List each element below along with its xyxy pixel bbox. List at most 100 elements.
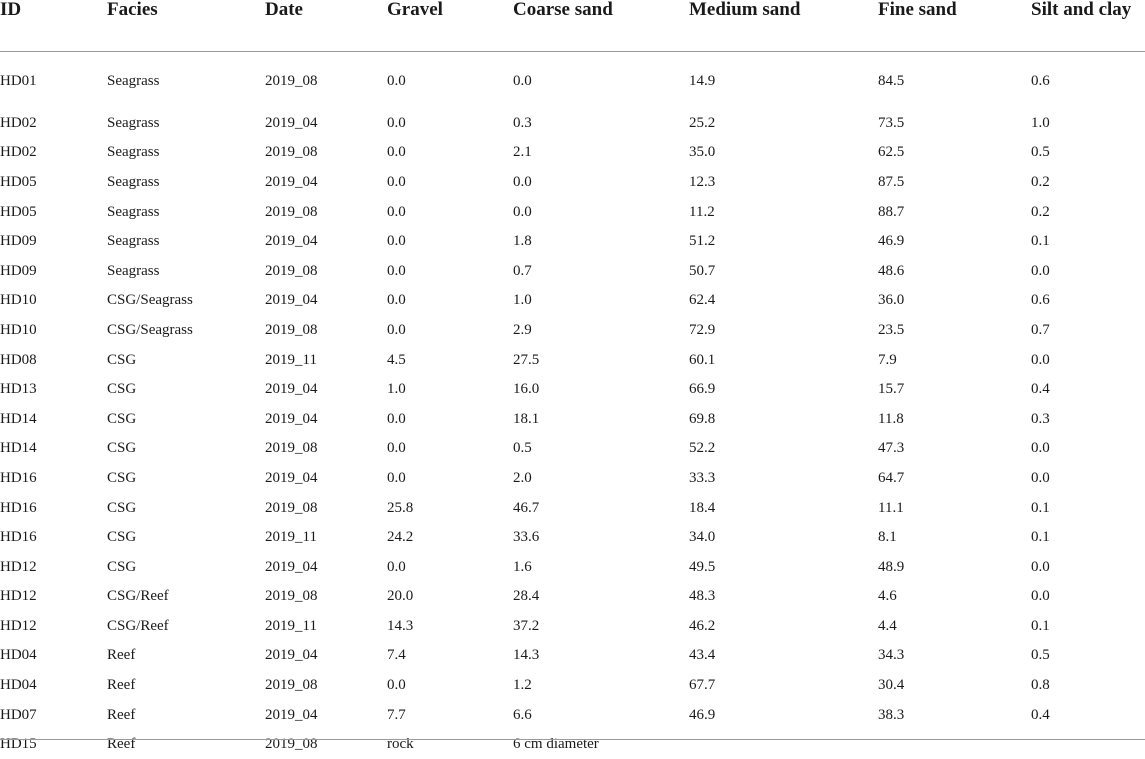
gravel-cell: 0.0 [387, 434, 513, 464]
date-cell: 2019_11 [265, 611, 387, 641]
id-cell: HD15 [0, 729, 107, 759]
gravel-cell: rock [387, 729, 513, 759]
coarse-sand-cell: 0.0 [513, 197, 689, 227]
medium-sand-cell: 12.3 [689, 167, 878, 197]
facies-cell: Reef [107, 700, 265, 730]
gravel-cell: 0.0 [387, 286, 513, 316]
fine-sand-cell: 30.4 [878, 670, 1031, 700]
column-header-medium-sand: Medium sand [689, 0, 878, 52]
gravel-cell: 7.7 [387, 700, 513, 730]
date-cell: 2019_04 [265, 641, 387, 671]
medium-sand-cell: 69.8 [689, 404, 878, 434]
gravel-cell: 0.0 [387, 670, 513, 700]
id-cell: HD12 [0, 611, 107, 641]
gravel-cell: 25.8 [387, 493, 513, 523]
fine-sand-cell: 7.9 [878, 345, 1031, 375]
id-cell: HD13 [0, 374, 107, 404]
facies-cell: CSG [107, 522, 265, 552]
silt-and-clay-cell: 0.7 [1031, 315, 1145, 345]
gravel-cell: 24.2 [387, 522, 513, 552]
facies-cell: Seagrass [107, 138, 265, 168]
date-cell: 2019_04 [265, 226, 387, 256]
facies-cell: Reef [107, 641, 265, 671]
coarse-sand-cell: 6.6 [513, 700, 689, 730]
gravel-cell: 0.0 [387, 404, 513, 434]
facies-cell: CSG [107, 552, 265, 582]
medium-sand-cell: 49.5 [689, 552, 878, 582]
coarse-sand-cell: 0.3 [513, 108, 689, 138]
medium-sand-cell: 18.4 [689, 493, 878, 523]
coarse-sand-cell: 18.1 [513, 404, 689, 434]
date-cell: 2019_08 [265, 493, 387, 523]
date-cell: 2019_08 [265, 434, 387, 464]
column-header-date: Date [265, 0, 387, 52]
facies-cell: CSG [107, 345, 265, 375]
facies-cell: CSG/Seagrass [107, 286, 265, 316]
date-cell: 2019_08 [265, 315, 387, 345]
facies-cell: CSG/Seagrass [107, 315, 265, 345]
silt-and-clay-cell: 0.4 [1031, 700, 1145, 730]
medium-sand-cell: 52.2 [689, 434, 878, 464]
facies-cell: CSG [107, 374, 265, 404]
gravel-cell: 0.0 [387, 463, 513, 493]
gravel-cell: 1.0 [387, 374, 513, 404]
date-cell: 2019_08 [265, 52, 387, 109]
fine-sand-cell: 48.9 [878, 552, 1031, 582]
date-cell: 2019_04 [265, 108, 387, 138]
gravel-cell: 14.3 [387, 611, 513, 641]
date-cell: 2019_04 [265, 286, 387, 316]
table-bottom-rule [0, 739, 1145, 740]
fine-sand-cell: 34.3 [878, 641, 1031, 671]
facies-cell: Seagrass [107, 256, 265, 286]
coarse-sand-cell: 2.0 [513, 463, 689, 493]
facies-cell: CSG [107, 463, 265, 493]
coarse-sand-cell: 1.8 [513, 226, 689, 256]
fine-sand-cell: 15.7 [878, 374, 1031, 404]
fine-sand-cell: 8.1 [878, 522, 1031, 552]
date-cell: 2019_08 [265, 670, 387, 700]
id-cell: HD02 [0, 108, 107, 138]
id-cell: HD04 [0, 641, 107, 671]
medium-sand-cell: 35.0 [689, 138, 878, 168]
fine-sand-cell: 11.8 [878, 404, 1031, 434]
id-cell: HD16 [0, 463, 107, 493]
coarse-sand-cell: 2.1 [513, 138, 689, 168]
coarse-sand-cell: 14.3 [513, 641, 689, 671]
fine-sand-cell: 62.5 [878, 138, 1031, 168]
date-cell: 2019_08 [265, 729, 387, 759]
facies-cell: CSG/Reef [107, 582, 265, 612]
silt-and-clay-cell: 0.1 [1031, 611, 1145, 641]
silt-and-clay-cell: 0.5 [1031, 641, 1145, 671]
id-cell: HD10 [0, 286, 107, 316]
coarse-sand-cell: 2.9 [513, 315, 689, 345]
medium-sand-cell: 11.2 [689, 197, 878, 227]
silt-and-clay-cell: 0.1 [1031, 522, 1145, 552]
medium-sand-cell: 33.3 [689, 463, 878, 493]
coarse-sand-cell: 27.5 [513, 345, 689, 375]
gravel-cell: 0.0 [387, 197, 513, 227]
column-header-silt-and-clay: Silt and clay [1031, 0, 1145, 52]
fine-sand-cell: 11.1 [878, 493, 1031, 523]
facies-cell: CSG [107, 434, 265, 464]
facies-cell: Seagrass [107, 226, 265, 256]
date-cell: 2019_04 [265, 463, 387, 493]
fine-sand-cell: 46.9 [878, 226, 1031, 256]
gravel-cell: 0.0 [387, 256, 513, 286]
silt-and-clay-cell: 0.6 [1031, 286, 1145, 316]
silt-and-clay-cell: 0.0 [1031, 256, 1145, 286]
coarse-sand-cell: 1.2 [513, 670, 689, 700]
medium-sand-cell [689, 729, 878, 759]
silt-and-clay-cell: 1.0 [1031, 108, 1145, 138]
